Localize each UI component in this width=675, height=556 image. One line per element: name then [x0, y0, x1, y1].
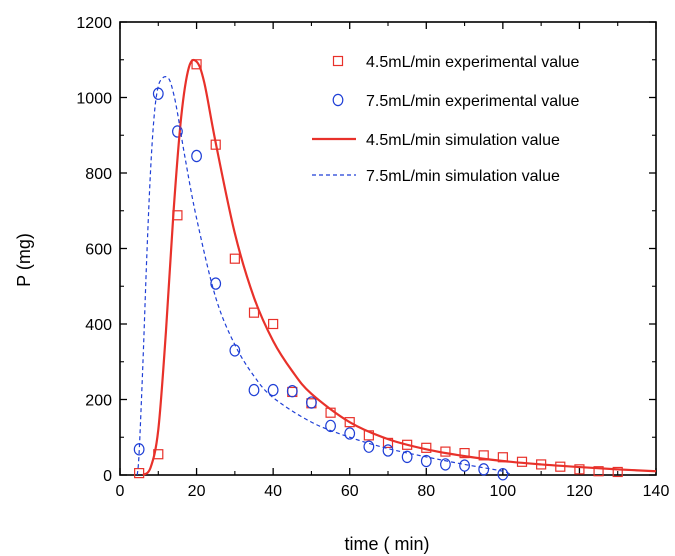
legend-item: 7.5mL/min simulation value: [312, 168, 560, 185]
x-tick-label: 140: [643, 483, 670, 500]
data-point-circle: [286, 384, 298, 398]
legend-label: 7.5mL/min simulation value: [366, 168, 560, 185]
data-point-square: [248, 307, 260, 318]
x-tick-label: 40: [264, 483, 282, 500]
data-point-circle: [363, 440, 375, 453]
data-point-circle: [459, 459, 470, 472]
x-tick-label: 100: [490, 483, 517, 500]
data-point-circle: [172, 125, 183, 138]
data-point-square: [134, 468, 145, 479]
series-layer: [133, 58, 657, 481]
legend-marker-swatch: [332, 55, 344, 67]
x-tick-label: 60: [341, 483, 359, 500]
legend-marker-swatch: [332, 93, 344, 107]
data-point-square: [191, 59, 202, 70]
data-point-square: [229, 253, 240, 264]
y-tick-label: 1200: [76, 15, 112, 32]
x-tick-label: 120: [566, 483, 593, 500]
y-axis-label: P (mg): [14, 233, 34, 287]
x-tick-label: 80: [417, 483, 435, 500]
plot-border: [119, 21, 657, 476]
data-point-circle: [401, 450, 413, 464]
y-tick-label: 600: [85, 242, 112, 259]
data-point-circle: [420, 454, 432, 468]
series-0: [134, 59, 623, 479]
axis-ticks: 0 20 40 60 80 100 120 140 0 200 400 600 800 1000 1200: [76, 15, 669, 500]
x-tick-label: 20: [188, 483, 206, 500]
data-point-circle: [440, 458, 451, 471]
data-point-circle: [325, 419, 336, 433]
data-point-circle: [478, 463, 490, 476]
series-2: [142, 58, 657, 476]
data-point-square: [612, 466, 623, 478]
y-tick-label: 400: [85, 317, 112, 334]
data-point-circle: [210, 277, 222, 290]
simulation-line-dashed: [136, 76, 511, 476]
legend-item: 7.5mL/min experimental value: [332, 93, 580, 110]
legend-label: 7.5mL/min experimental value: [366, 93, 580, 110]
x-axis-label: time ( min): [345, 534, 430, 554]
data-point-square: [268, 318, 279, 330]
legend-label: 4.5mL/min simulation value: [366, 132, 560, 149]
data-point-circle: [382, 444, 394, 457]
data-point-circle: [191, 149, 202, 163]
data-point-circle: [344, 427, 356, 440]
data-point-square: [593, 466, 604, 477]
y-tick-label: 800: [85, 166, 112, 183]
data-point-circle: [248, 383, 260, 397]
data-point-square: [459, 448, 470, 459]
legend-item: 4.5mL/min experimental value: [332, 54, 580, 71]
y-tick-label: 200: [85, 393, 112, 410]
data-point-square: [344, 417, 355, 428]
data-point-circle: [306, 396, 317, 409]
data-point-circle: [267, 383, 279, 397]
simulation-line-solid: [142, 58, 657, 476]
data-point-circle: [497, 468, 509, 481]
data-point-circle: [152, 87, 164, 100]
y-tick-label: 0: [103, 468, 112, 485]
y-tick-label: 1000: [76, 91, 112, 108]
legend: 4.5mL/min experimental value 7.5mL/min ex…: [312, 54, 580, 185]
legend-item: 4.5mL/min simulation value: [312, 132, 560, 149]
plot-frame: [119, 21, 657, 476]
data-point-square: [574, 464, 585, 475]
series-3: [136, 76, 511, 476]
legend-label: 4.5mL/min experimental value: [366, 54, 580, 71]
x-tick-label: 0: [116, 483, 125, 500]
